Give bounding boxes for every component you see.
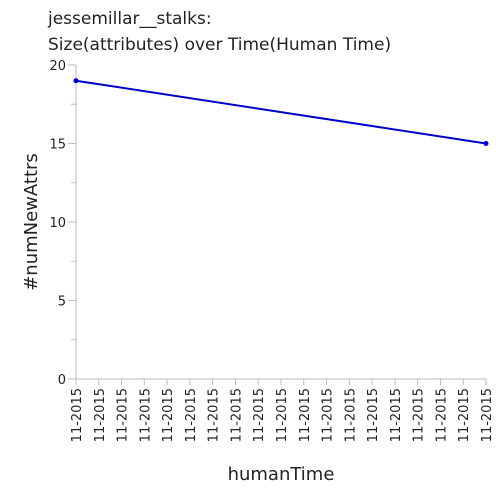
- x-tick-label: 11-2015: [93, 388, 108, 442]
- x-tick-label: 11-2015: [321, 388, 336, 442]
- chart-title-line1: jessemillar__stalks:: [47, 9, 212, 29]
- x-tick-label: 11-2015: [70, 388, 85, 442]
- x-tick-label: 11-2015: [207, 388, 222, 442]
- data-point: [483, 141, 489, 146]
- x-tick-label: 11-2015: [389, 388, 404, 442]
- chart-title-line2: Size(attributes) over Time(Human Time): [48, 35, 391, 55]
- x-tick-label: 11-2015: [116, 388, 131, 442]
- x-tick-label: 11-2015: [138, 388, 153, 442]
- x-tick-label: 11-2015: [298, 388, 313, 442]
- x-tick-label: 11-2015: [434, 388, 449, 442]
- series-group: [73, 78, 489, 146]
- x-tick-label: 11-2015: [229, 388, 244, 442]
- x-tick-label: 11-2015: [275, 388, 290, 442]
- x-tick-label: 11-2015: [412, 388, 427, 442]
- x-ticks: 11-2015 11-2015 11-2015 11-2015 11-2015 11-20…: [70, 379, 495, 442]
- y-tick-label: 0: [58, 373, 66, 388]
- x-tick-label: 11-2015: [366, 388, 381, 442]
- y-tick-label: 20: [49, 59, 66, 74]
- y-tick-label: 5: [58, 295, 66, 310]
- x-tick-label: 11-2015: [161, 388, 176, 442]
- data-point: [73, 78, 79, 84]
- x-axis-label: humanTime: [228, 464, 335, 485]
- y-tick-label: 15: [49, 138, 66, 153]
- y-axis-label: #numNewAttrs: [21, 153, 42, 291]
- y-tick-label: 10: [49, 216, 66, 231]
- x-tick-label: 11-2015: [252, 388, 267, 442]
- y-ticks: 0 5 10 15 20: [49, 59, 76, 388]
- x-tick-label: 11-2015: [343, 388, 358, 442]
- series-line: [75, 79, 487, 145]
- x-tick-label: 11-2015: [184, 388, 199, 442]
- x-tick-label: 11-2015: [457, 388, 472, 442]
- x-tick-label: 11-2015: [480, 388, 495, 442]
